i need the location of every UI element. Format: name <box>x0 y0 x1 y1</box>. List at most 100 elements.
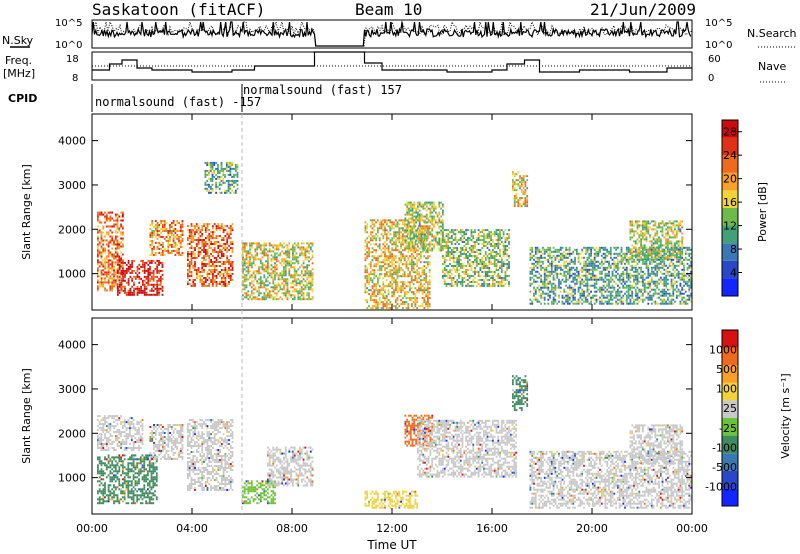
data-cell <box>219 227 221 229</box>
data-cell <box>251 266 253 268</box>
data-cell <box>613 257 615 259</box>
data-cell <box>408 202 410 204</box>
data-cell <box>497 247 499 249</box>
data-cell <box>492 245 494 247</box>
data-cell <box>447 277 449 279</box>
data-cell <box>294 242 296 244</box>
data-cell <box>433 226 435 228</box>
data-cell <box>189 279 191 281</box>
data-cell <box>521 205 523 207</box>
data-cell <box>386 247 388 249</box>
data-cell <box>426 238 428 240</box>
data-cell <box>278 284 280 286</box>
data-cell <box>438 214 440 216</box>
data-cell <box>523 181 525 183</box>
data-cell <box>494 245 496 247</box>
data-cell <box>283 284 285 286</box>
data-cell <box>456 281 458 283</box>
data-cell <box>158 262 160 264</box>
data-cell <box>194 285 196 287</box>
data-cell <box>368 255 370 257</box>
data-cell <box>428 234 430 236</box>
data-cell <box>99 222 101 224</box>
data-cell <box>503 233 505 235</box>
data-cell <box>104 236 106 238</box>
data-cell <box>280 296 282 298</box>
data-cell <box>612 259 614 261</box>
data-cell <box>402 243 404 245</box>
data-cell <box>294 280 296 282</box>
data-cell <box>262 286 264 288</box>
data-cell <box>542 263 544 265</box>
data-cell <box>438 244 440 246</box>
data-cell <box>274 298 276 300</box>
data-cell <box>449 285 451 287</box>
data-cell <box>407 259 409 261</box>
data-cell <box>102 248 104 250</box>
data-cell <box>465 231 467 233</box>
data-cell <box>171 232 173 234</box>
data-cell <box>428 244 430 246</box>
data-cell <box>117 294 119 296</box>
data-cell <box>633 299 635 301</box>
data-cell <box>420 253 422 255</box>
data-cell <box>637 275 639 277</box>
data-cell <box>523 191 525 193</box>
data-cell <box>292 276 294 278</box>
data-cell <box>574 259 576 261</box>
data-cell <box>217 227 219 229</box>
data-cell <box>483 243 485 245</box>
data-cell <box>549 257 551 259</box>
data-cell <box>214 243 216 245</box>
data-cell <box>233 186 235 188</box>
data-cell <box>208 257 210 259</box>
data-cell <box>558 301 560 303</box>
data-cell <box>219 265 221 267</box>
data-cell <box>388 265 390 267</box>
data-cell <box>613 247 615 249</box>
data-cell <box>260 266 262 268</box>
data-cell <box>409 263 411 265</box>
data-cell <box>451 249 453 251</box>
data-cell <box>281 250 283 252</box>
data-cell <box>276 264 278 266</box>
data-cell <box>553 291 555 293</box>
data-cell <box>530 259 532 261</box>
data-cell <box>427 281 429 283</box>
data-cell <box>382 229 384 231</box>
data-cell <box>128 284 130 286</box>
data-cell <box>102 214 104 216</box>
data-cell <box>405 218 407 220</box>
data-cell <box>97 279 99 281</box>
data-cell <box>397 267 399 269</box>
data-cell <box>421 238 423 240</box>
data-cell <box>503 285 505 287</box>
data-cell <box>308 292 310 294</box>
data-cell <box>214 269 216 271</box>
data-cell <box>449 259 451 261</box>
data-cell <box>400 243 402 245</box>
data-cell <box>578 301 580 303</box>
data-cell <box>581 293 583 295</box>
data-cell <box>433 246 435 248</box>
data-cell <box>102 265 104 267</box>
data-cell <box>622 281 624 283</box>
data-cell <box>565 297 567 299</box>
data-cell <box>138 278 140 280</box>
data-cell <box>601 295 603 297</box>
data-cell <box>424 222 426 224</box>
data-cell <box>390 225 392 227</box>
data-cell <box>382 305 384 307</box>
data-cell <box>603 281 605 283</box>
data-cell <box>567 287 569 289</box>
data-cell <box>365 271 367 273</box>
data-cell <box>440 216 442 218</box>
data-cell <box>384 245 386 247</box>
data-cell <box>287 244 289 246</box>
data-cell <box>530 299 532 301</box>
data-cell <box>576 279 578 281</box>
data-cell <box>283 278 285 280</box>
data-cell <box>120 234 122 236</box>
data-cell <box>594 295 596 297</box>
data-cell <box>458 275 460 277</box>
